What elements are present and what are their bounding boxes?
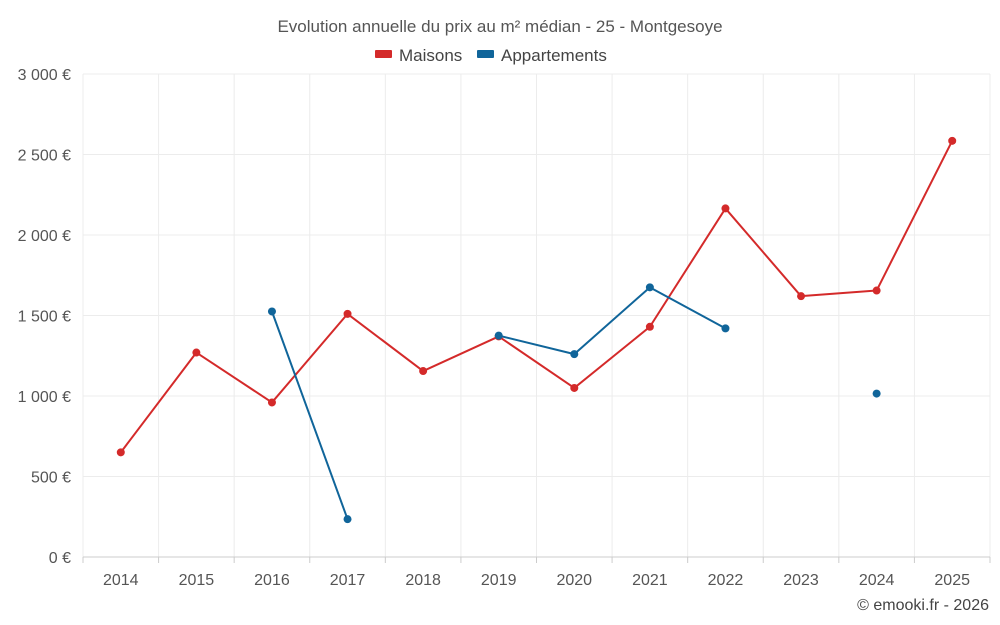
- legend-label: Appartements: [501, 46, 607, 65]
- data-point[interactable]: [721, 204, 730, 213]
- y-tick-label: 500 €: [31, 470, 71, 487]
- y-tick-label: 1 000 €: [18, 389, 71, 406]
- x-tick-label: 2015: [179, 572, 215, 589]
- data-point[interactable]: [343, 309, 352, 318]
- x-tick-label: 2016: [254, 572, 290, 589]
- axes: 0 € 500 € 1 000 € 1 500 € 2 000 € 2 500 € 3 00…: [18, 67, 991, 589]
- x-tick-label: 2014: [103, 572, 139, 589]
- data-point[interactable]: [570, 350, 579, 359]
- series-maisons: [116, 136, 957, 457]
- x-tick-label: 2020: [556, 572, 592, 589]
- series-line: [270, 310, 349, 521]
- data-point[interactable]: [645, 283, 654, 292]
- legend-label: Maisons: [399, 46, 462, 65]
- x-tick-label: 2024: [859, 572, 895, 589]
- x-tick-label: 2019: [481, 572, 517, 589]
- legend-item-maisons[interactable]: Maisons: [375, 46, 462, 65]
- data-point[interactable]: [419, 367, 428, 376]
- data-point[interactable]: [721, 324, 730, 333]
- x-tick-label: 2023: [783, 572, 819, 589]
- data-point[interactable]: [948, 136, 957, 145]
- y-tick-label: 2 500 €: [18, 148, 71, 165]
- data-point[interactable]: [192, 348, 201, 357]
- x-tick-label: 2021: [632, 572, 668, 589]
- legend-swatch: [477, 50, 494, 58]
- data-point[interactable]: [494, 331, 503, 340]
- series-appartementss: [267, 283, 881, 524]
- credit-text: © emooki.fr - 2026: [857, 597, 989, 614]
- data-point[interactable]: [116, 448, 125, 457]
- y-tick-label: 0 €: [49, 550, 71, 567]
- legend-item-appartementss[interactable]: Appartements: [477, 46, 607, 65]
- data-point[interactable]: [872, 389, 881, 398]
- legend-swatch: [375, 50, 392, 58]
- y-tick-label: 2 000 €: [18, 228, 71, 245]
- x-tick-label: 2025: [934, 572, 970, 589]
- x-tick-label: 2022: [708, 572, 744, 589]
- series-line: [119, 139, 954, 454]
- data-point[interactable]: [267, 307, 276, 316]
- data-point[interactable]: [267, 398, 276, 407]
- chart-legend[interactable]: Maisons Appartements: [375, 46, 607, 65]
- data-point[interactable]: [645, 322, 654, 331]
- x-tick-label: 2017: [330, 572, 366, 589]
- series-line: [497, 286, 727, 356]
- x-tick-label: 2018: [405, 572, 441, 589]
- chart-title: Evolution annuelle du prix au m² médian …: [277, 17, 722, 36]
- data-point[interactable]: [343, 515, 352, 524]
- data-point[interactable]: [570, 383, 579, 392]
- data-point[interactable]: [872, 286, 881, 295]
- y-tick-label: 1 500 €: [18, 309, 71, 326]
- data-point[interactable]: [797, 292, 806, 301]
- y-tick-label: 3 000 €: [18, 67, 71, 84]
- series-layer: [116, 136, 957, 524]
- grid-lines: [82, 73, 991, 557]
